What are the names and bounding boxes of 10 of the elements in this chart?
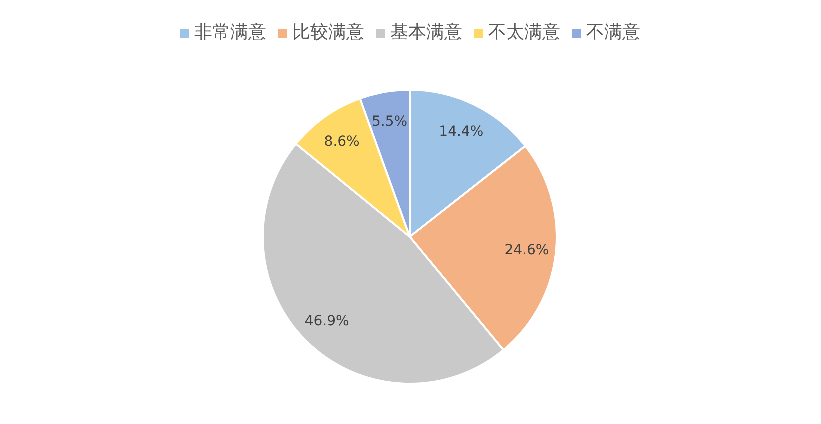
legend-label: 不满意	[586, 22, 640, 43]
data-label: 8.6%	[324, 134, 360, 150]
legend-label: 比较满意	[292, 22, 364, 43]
legend-label: 不太满意	[488, 22, 560, 43]
legend-label: 基本满意	[390, 22, 462, 43]
data-label: 14.4%	[439, 124, 484, 140]
data-label: 5.5%	[372, 114, 408, 130]
legend-label: 非常满意	[194, 22, 266, 43]
data-label: 24.6%	[504, 242, 550, 259]
data-label: 46.9%	[304, 313, 350, 330]
